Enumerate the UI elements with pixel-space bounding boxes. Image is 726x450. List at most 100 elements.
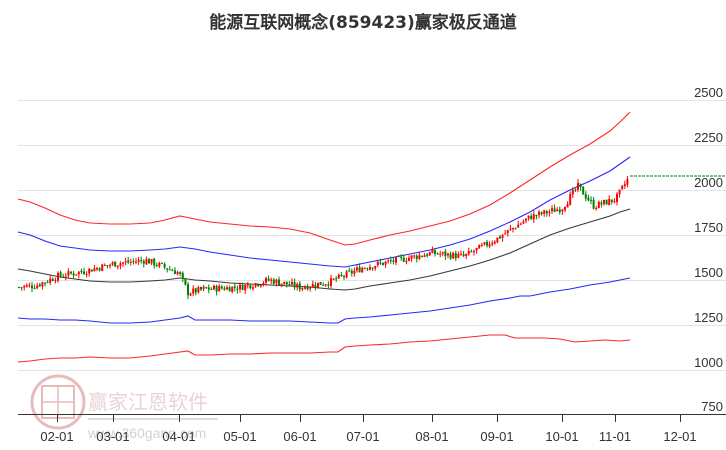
candle: [558, 209, 561, 213]
candle: [452, 252, 455, 259]
candle: [616, 194, 618, 202]
candle: [340, 275, 343, 276]
x-tick-label: 08-01: [415, 429, 448, 444]
candle: [356, 267, 358, 271]
candle: [25, 285, 28, 287]
candle: [205, 287, 208, 289]
upper-outer-band: [17, 111, 631, 246]
candle: [158, 262, 161, 267]
candle: [400, 256, 403, 258]
candle: [311, 283, 314, 288]
candle: [275, 279, 278, 284]
candle: [239, 284, 241, 290]
candle: [119, 263, 122, 266]
candle: [512, 228, 514, 230]
candle: [51, 279, 54, 281]
candle: [478, 244, 481, 249]
y-tick-label: 2500: [694, 85, 723, 100]
candle: [254, 283, 257, 287]
candle: [592, 199, 595, 209]
candle: [231, 286, 234, 292]
candle: [285, 281, 288, 285]
candle: [59, 272, 62, 277]
candle: [298, 283, 301, 290]
candle: [265, 278, 267, 283]
candle: [85, 274, 88, 275]
x-tick-label: 12-01: [663, 429, 696, 444]
candle: [20, 287, 23, 289]
candle: [525, 218, 527, 221]
candle: [504, 233, 507, 235]
channel-bands: [17, 111, 631, 363]
candle: [397, 256, 400, 258]
candle: [106, 265, 109, 267]
candle: [49, 278, 52, 283]
candle: [522, 221, 525, 224]
candle: [72, 273, 75, 276]
candle: [600, 202, 603, 205]
candle: [241, 285, 244, 290]
watermark: 赢家江恩软件 www.360gann.com: [30, 374, 218, 441]
candle: [252, 287, 254, 289]
candle: [517, 224, 520, 228]
candle: [543, 210, 546, 214]
x-tick-label: 02-01: [40, 429, 73, 444]
candle: [179, 272, 182, 274]
candle: [155, 264, 158, 266]
candle: [577, 182, 579, 190]
candle: [236, 288, 239, 290]
candle: [226, 287, 228, 290]
candle: [410, 255, 413, 259]
candle: [371, 267, 374, 269]
candle: [114, 261, 117, 267]
candle: [501, 235, 504, 238]
x-tick-label: 06-01: [283, 429, 316, 444]
candle: [77, 271, 80, 275]
candle: [18, 287, 20, 289]
candle: [23, 285, 26, 288]
candle: [348, 270, 351, 272]
candle: [613, 201, 616, 203]
candle: [335, 278, 338, 280]
candle: [460, 253, 462, 255]
candle: [379, 262, 382, 264]
candle: [322, 284, 325, 286]
candle: [296, 283, 299, 288]
x-tick-label: 10-01: [545, 429, 578, 444]
candle: [587, 197, 590, 201]
candle: [506, 230, 509, 234]
candle: [423, 255, 426, 257]
candle: [499, 236, 501, 239]
candle: [259, 285, 262, 287]
candle: [67, 271, 70, 276]
candle: [392, 260, 395, 262]
candle: [618, 189, 621, 194]
candle: [288, 284, 291, 286]
candle: [361, 268, 364, 273]
y-tick-label: 1500: [694, 265, 723, 280]
candle: [569, 194, 572, 205]
lower-outer-band: [17, 334, 631, 363]
candle: [566, 204, 569, 208]
candle: [439, 253, 442, 255]
candle: [283, 281, 286, 284]
candle: [304, 287, 306, 289]
candle: [137, 259, 140, 262]
candle: [475, 248, 478, 251]
candle: [345, 271, 348, 278]
candle: [626, 179, 629, 185]
candle: [291, 281, 293, 285]
candle: [132, 261, 135, 262]
candle: [171, 270, 174, 272]
candle: [415, 255, 418, 259]
candle: [413, 255, 416, 257]
candle: [493, 241, 496, 244]
candle: [384, 261, 387, 265]
candle: [488, 244, 491, 247]
candle: [145, 259, 148, 265]
x-tick-label: 07-01: [346, 429, 379, 444]
watermark-brand: 赢家江恩软件: [88, 390, 208, 414]
candle: [44, 282, 46, 284]
candle: [605, 199, 608, 205]
